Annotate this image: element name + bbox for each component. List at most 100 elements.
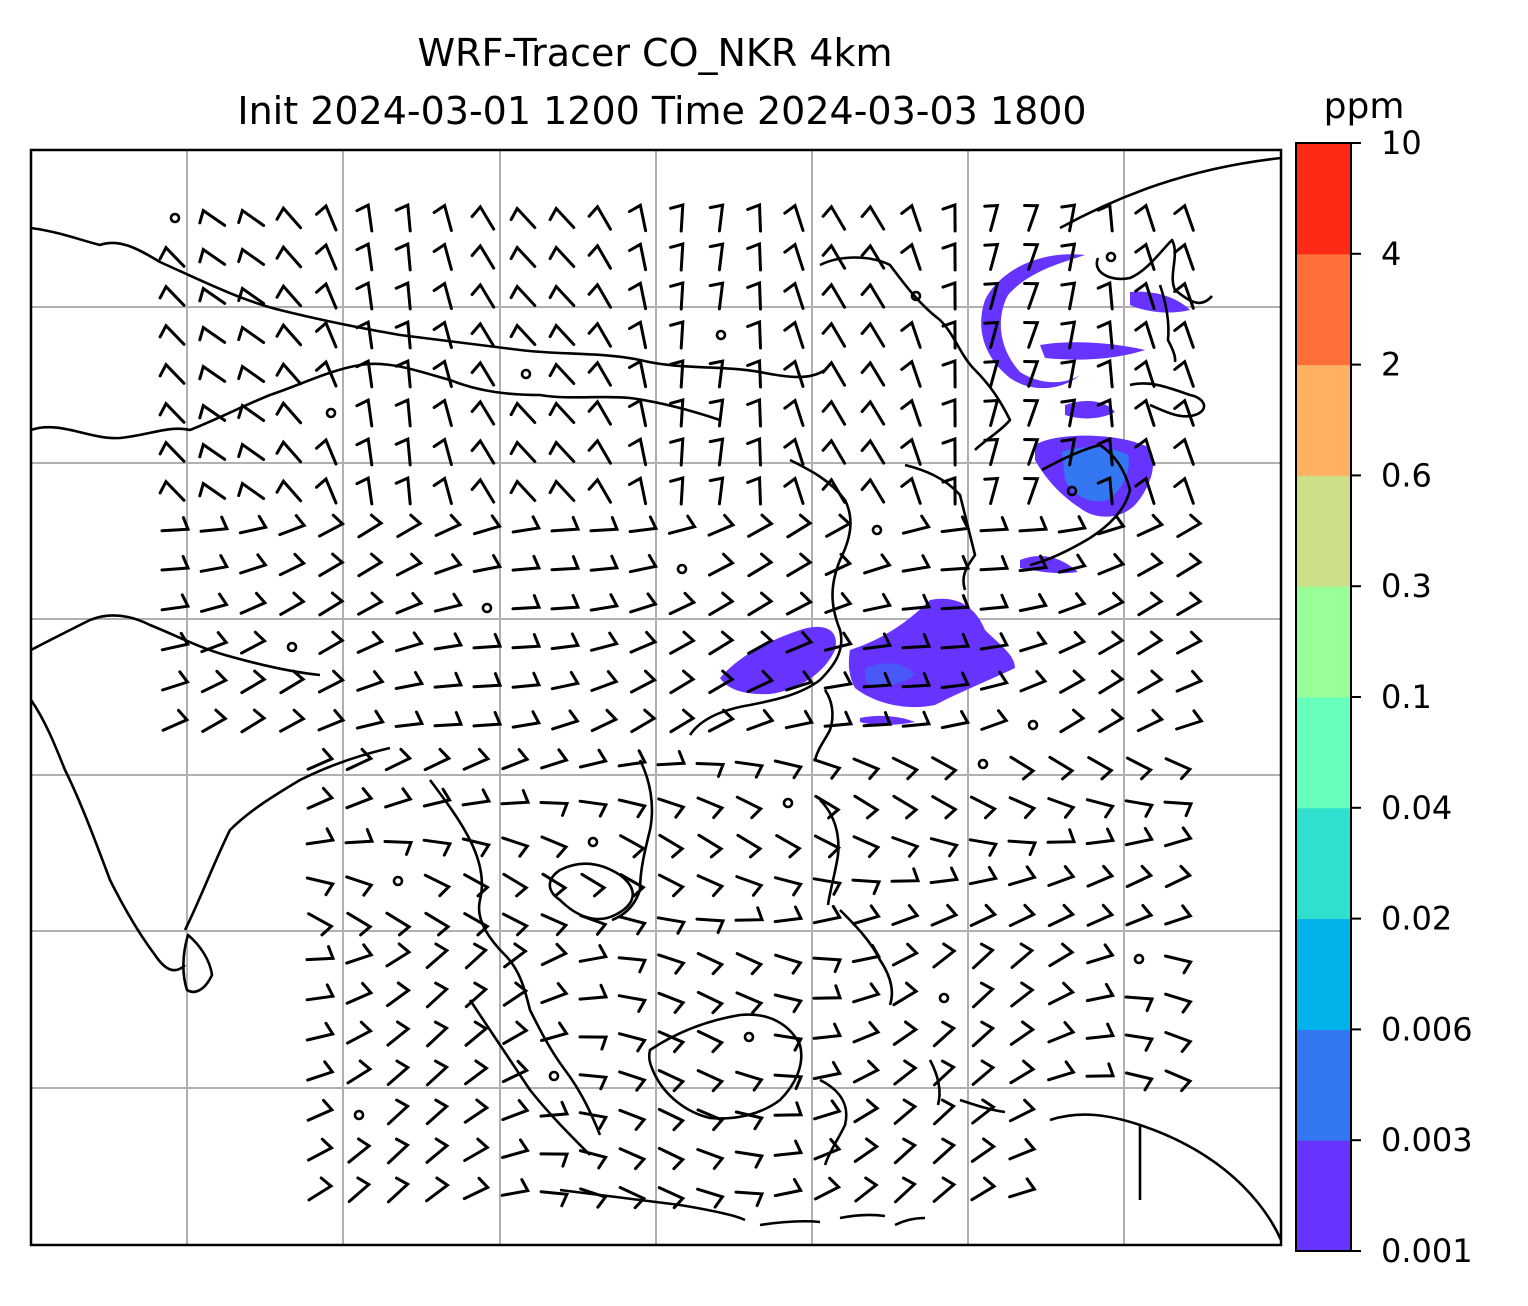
wind-barb (891, 904, 920, 926)
wind-barb (783, 281, 805, 310)
wind-calm-marker (1105, 251, 1117, 263)
wind-barb (425, 1059, 450, 1087)
wind-barb (707, 708, 736, 733)
wind-barb (940, 671, 971, 690)
wind-barb (1137, 552, 1164, 577)
wind-barb (587, 321, 612, 348)
wind-barb (433, 632, 464, 651)
wind-barb (783, 437, 805, 466)
wind-barb (1060, 359, 1077, 389)
colorbar-segment (1296, 253, 1351, 366)
wind-barb (890, 867, 921, 883)
wind-barb (1047, 903, 1076, 928)
wind-barb (628, 475, 648, 506)
wind-barb (1023, 477, 1040, 505)
wind-barb (735, 991, 764, 1015)
wind-barb (824, 592, 853, 614)
wind-barb (900, 203, 922, 232)
wind-barb (1164, 864, 1193, 889)
wind-barb (1176, 513, 1203, 538)
wind-barb (433, 671, 464, 689)
wind-barb (305, 827, 336, 846)
wind-calm-marker (715, 329, 727, 341)
wind-barb (773, 1101, 804, 1117)
colorbar-segment (1296, 364, 1351, 476)
wind-barb (578, 1111, 609, 1130)
wind-barb (1164, 904, 1193, 926)
wind-barb (355, 475, 374, 506)
wind-barb (470, 321, 496, 348)
wind-barb (470, 477, 496, 504)
wind-barb (1137, 630, 1164, 656)
wind-barb (669, 242, 685, 272)
wind-barb (746, 280, 762, 311)
wind-barb (240, 669, 267, 695)
wind-barb (697, 833, 724, 859)
wind-barb (900, 359, 922, 388)
wind-barb (355, 358, 374, 389)
wind-barb (775, 834, 802, 859)
wind-barb (929, 837, 960, 858)
wind-barb (1048, 942, 1075, 968)
wind-barb (1173, 203, 1195, 232)
wind-barb (1087, 756, 1114, 781)
wind-barb (901, 514, 931, 535)
wind-barb (548, 244, 576, 268)
wind-calm-marker (392, 875, 404, 887)
wind-barb (433, 711, 464, 728)
wind-barb (734, 1150, 765, 1169)
wind-barb (852, 1021, 881, 1044)
wind-barb (812, 1060, 843, 1081)
wind-barb (540, 835, 569, 858)
wind-barb (862, 592, 893, 613)
wind-barb (901, 710, 932, 728)
wind-barb (617, 994, 648, 1013)
wind-barb (1164, 1069, 1193, 1093)
wind-barb (852, 835, 881, 859)
wind-barb (812, 956, 843, 974)
wind-barb (503, 942, 528, 969)
colorbar-segment (1296, 475, 1351, 587)
wind-barb (158, 245, 186, 268)
wind-barb (279, 708, 306, 733)
wind-barb (628, 241, 648, 272)
wind-barb (824, 552, 853, 576)
wind-barb (1047, 797, 1076, 819)
wind-barb (656, 750, 687, 767)
wind-barb (345, 981, 374, 1005)
wind-barb (1136, 513, 1165, 537)
wind-barb (237, 442, 266, 461)
wind-barb (696, 1069, 725, 1093)
colorbar-tick-label: 0.02 (1381, 900, 1452, 938)
wind-barb (160, 554, 191, 572)
wind-barb (345, 747, 374, 771)
wind-barb (305, 983, 336, 1002)
colorbar-tick-label: 0.04 (1381, 789, 1452, 827)
wind-barb (747, 513, 774, 538)
coastline-india-west (29, 699, 186, 972)
wind-barb (1164, 1031, 1193, 1053)
wind-barb (969, 903, 998, 927)
wind-barb (432, 476, 453, 505)
wind-barb (424, 911, 451, 937)
colorbar-tick-label: 0.6 (1381, 456, 1432, 494)
wind-barb (383, 840, 414, 856)
wind-barb (315, 203, 338, 232)
wind-barb (1059, 669, 1086, 694)
wind-barb (746, 202, 762, 233)
wind-barb (275, 322, 303, 347)
wind-barb (355, 241, 374, 272)
wind-barb (813, 834, 842, 859)
gridlines (31, 150, 1281, 1245)
wind-barb (930, 903, 959, 927)
wind-barb (812, 877, 843, 896)
wind-barb (1019, 670, 1048, 693)
wind-barb (983, 281, 1000, 310)
wind-barb (783, 398, 805, 427)
coastline-sumatra (468, 999, 591, 1156)
wind-barb (384, 787, 413, 809)
wind-barb (1060, 281, 1077, 311)
wind-barb (851, 878, 882, 896)
wind-barb (746, 436, 762, 467)
wind-barb (160, 631, 191, 652)
